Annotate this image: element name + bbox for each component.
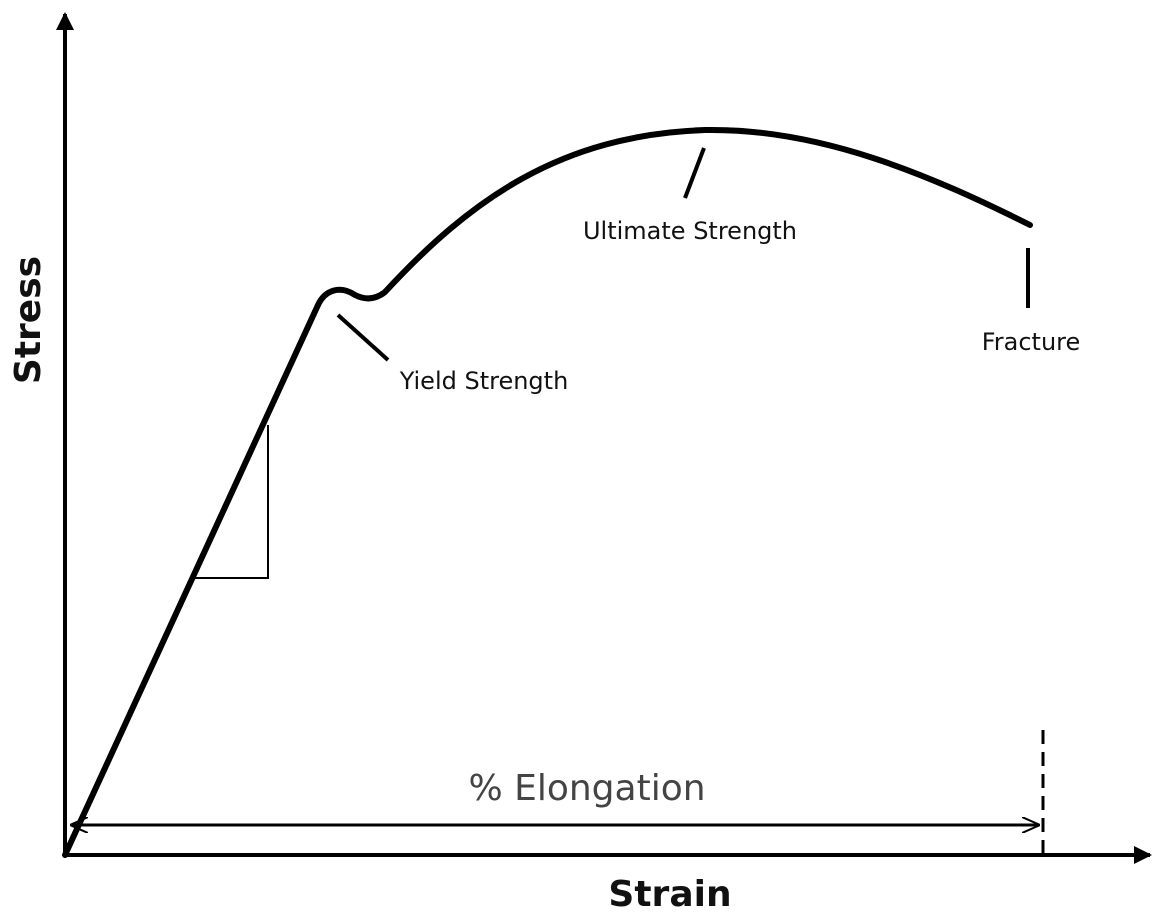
ultimate-leader (683, 147, 706, 199)
yield-label: Yield Strength (399, 367, 569, 395)
yield-leader (336, 313, 390, 362)
slope-triangle (195, 425, 269, 579)
y-axis-label: Stress (8, 256, 49, 384)
elongation-label: % Elongation (468, 768, 705, 809)
stress-strain-curve (62, 126, 1033, 858)
ultimate-label: Ultimate Strength (583, 217, 797, 245)
fracture-label: Fracture (982, 328, 1081, 356)
x-axis-label: Strain (608, 874, 731, 915)
